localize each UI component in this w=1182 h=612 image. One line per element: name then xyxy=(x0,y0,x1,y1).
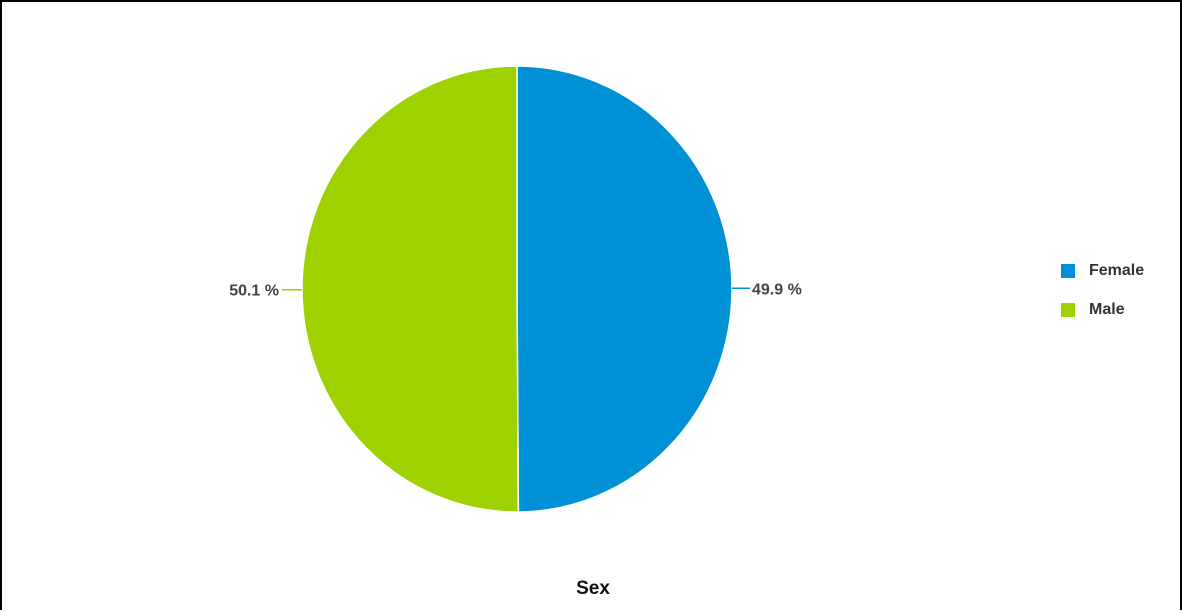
pie-slice-female[interactable] xyxy=(516,65,733,513)
slice-label-female: 49.9 % xyxy=(752,281,802,298)
legend-swatch-female xyxy=(1061,263,1075,278)
legend: Female Male xyxy=(1061,260,1144,338)
legend-item-male[interactable]: Male xyxy=(1061,299,1144,320)
slice-label-male: 50.1 % xyxy=(229,283,279,300)
chart-title: Sex xyxy=(576,578,610,599)
legend-swatch-male xyxy=(1061,302,1075,317)
legend-label-female: Female xyxy=(1089,261,1145,279)
legend-label-male: Male xyxy=(1089,300,1125,318)
legend-item-female[interactable]: Female xyxy=(1061,260,1144,281)
pie-slice-male[interactable] xyxy=(301,65,520,513)
